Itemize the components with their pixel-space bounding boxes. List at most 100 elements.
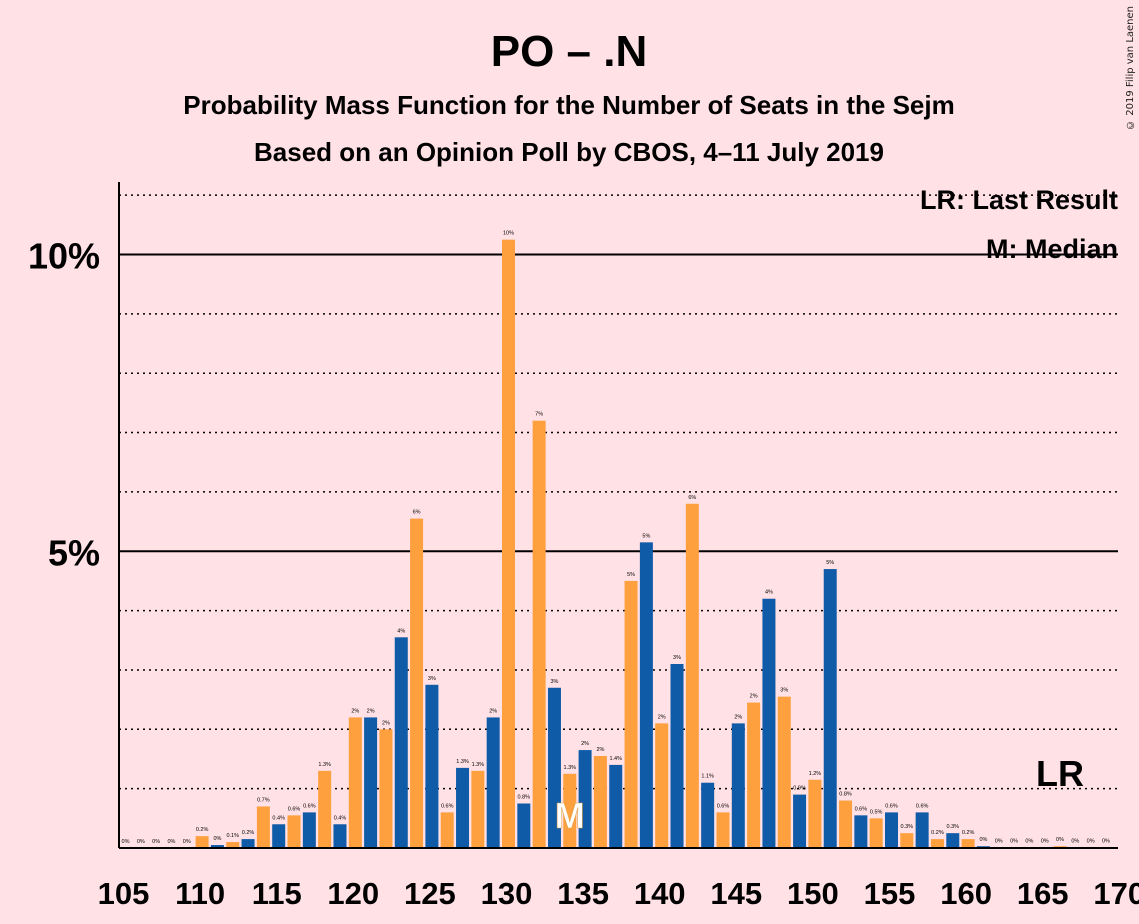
bar-seat-145 xyxy=(731,723,745,849)
bar-seat-117 xyxy=(302,812,316,848)
bar-label-seat-107: 0% xyxy=(152,839,160,845)
bar-label-seat-131: 0.8% xyxy=(518,794,531,800)
bar-label-seat-157: 0.6% xyxy=(916,803,929,809)
bar-seat-123 xyxy=(394,637,408,848)
bar-label-seat-108: 0% xyxy=(167,839,175,845)
bar-label-seat-135: 2% xyxy=(581,741,589,747)
bar-seat-148 xyxy=(777,696,791,848)
bar-label-seat-109: 0% xyxy=(183,839,191,845)
bar-label-seat-162: 0% xyxy=(995,838,1003,844)
bar-label-seat-149: 0.9% xyxy=(793,786,806,792)
bar-label-seat-138: 5% xyxy=(627,572,635,578)
bar-label-seat-152: 0.8% xyxy=(839,792,852,798)
x-tick-label: 130 xyxy=(481,876,533,911)
bar-label-seat-150: 1.2% xyxy=(809,771,822,777)
x-tick-label: 160 xyxy=(940,876,992,911)
bar-seat-127 xyxy=(456,767,470,848)
x-tick-labels: 105 110 115 120 125 130 135 140 145 150 155 160 165 1… xyxy=(98,876,1139,911)
bar-label-seat-126: 0.6% xyxy=(441,803,454,809)
bar-label-seat-160: 0.2% xyxy=(962,830,975,836)
bar-seat-160 xyxy=(961,839,975,848)
bar-seat-146 xyxy=(747,702,761,848)
y-tick-label: 10% xyxy=(28,236,100,277)
bar-seat-136 xyxy=(593,756,607,848)
bar-seat-124 xyxy=(410,518,424,848)
bar-labels: 0% 0% 0% 0% 0%0.2%0% 0.1% 0.2%0.7%0.4%0.6% 0.6%… xyxy=(122,231,1111,845)
bar-seat-149 xyxy=(793,794,807,848)
bar-label-seat-142: 6% xyxy=(688,495,696,501)
bar-label-seat-140: 2% xyxy=(658,714,666,720)
bar-label-seat-132: 7% xyxy=(535,412,543,418)
bar-label-seat-141: 3% xyxy=(673,655,681,661)
bar-label-seat-129: 2% xyxy=(489,708,497,714)
bar-label-seat-130: 10% xyxy=(503,231,514,237)
bar-label-seat-147: 4% xyxy=(765,590,773,596)
bars xyxy=(195,239,1113,849)
last-result-marker: LR xyxy=(1036,753,1084,794)
x-tick-label: 150 xyxy=(787,876,839,911)
bar-seat-118 xyxy=(318,770,332,849)
bar-seat-131 xyxy=(517,803,531,848)
bar-label-seat-158: 0.2% xyxy=(931,830,944,836)
bar-seat-134 xyxy=(563,773,577,848)
bar-label-seat-165: 0% xyxy=(1041,838,1049,844)
bar-label-seat-136: 2% xyxy=(596,747,604,753)
bar-label-seat-161: 0% xyxy=(979,837,987,843)
bar-label-seat-133: 3% xyxy=(550,679,558,685)
chart-title: PO – .N xyxy=(491,27,648,76)
bar-seat-111 xyxy=(210,845,224,848)
bar-label-seat-156: 0.3% xyxy=(901,824,914,830)
bar-seat-158 xyxy=(930,839,944,848)
x-tick-label: 170 xyxy=(1093,876,1139,911)
bar-label-seat-122: 2% xyxy=(382,720,390,726)
bar-label-seat-164: 0% xyxy=(1025,838,1033,844)
chart-subtitle-1: Probability Mass Function for the Number… xyxy=(183,90,954,120)
bar-label-seat-145: 2% xyxy=(734,714,742,720)
legend-last-result: LR: Last Result xyxy=(920,185,1118,215)
bar-seat-119 xyxy=(333,824,347,848)
bar-seat-126 xyxy=(440,812,454,848)
bar-seat-113 xyxy=(241,839,255,848)
y-tick-labels: 5% 10% xyxy=(28,236,100,574)
bar-label-seat-144: 0.6% xyxy=(717,803,730,809)
x-tick-label: 135 xyxy=(557,876,609,911)
x-tick-label: 125 xyxy=(404,876,456,911)
bar-seat-132 xyxy=(532,420,546,848)
bar-seat-133 xyxy=(547,687,561,848)
bar-seat-151 xyxy=(823,569,837,848)
bar-label-seat-154: 0.5% xyxy=(870,809,883,815)
bar-label-seat-169: 0% xyxy=(1102,838,1110,844)
bar-label-seat-110: 0.2% xyxy=(196,827,209,833)
bar-label-seat-115: 0.4% xyxy=(272,815,285,821)
bar-seat-154 xyxy=(869,818,883,849)
bar-seat-125 xyxy=(425,684,439,848)
bar-seat-147 xyxy=(762,598,776,848)
bar-label-seat-105: 0% xyxy=(122,839,130,845)
bar-label-seat-119: 0.4% xyxy=(334,815,347,821)
bar-seat-129 xyxy=(486,717,500,848)
bar-seat-130 xyxy=(502,239,515,848)
bar-seat-140 xyxy=(655,723,669,849)
x-tick-label: 155 xyxy=(864,876,916,911)
bar-label-seat-120: 2% xyxy=(351,708,359,714)
bar-label-seat-121: 2% xyxy=(367,708,375,714)
bar-label-seat-153: 0.6% xyxy=(855,806,868,812)
bar-label-seat-151: 5% xyxy=(826,560,834,566)
median-marker: M xyxy=(555,795,585,836)
y-tick-label: 5% xyxy=(48,532,100,573)
bar-seat-121 xyxy=(364,717,378,848)
bar-seat-110 xyxy=(195,836,209,848)
bar-seat-138 xyxy=(624,580,638,848)
bar-label-seat-127: 1.3% xyxy=(456,759,469,765)
bar-seat-135 xyxy=(578,750,592,848)
bar-label-seat-112: 0.1% xyxy=(226,833,239,839)
bar-label-seat-123: 4% xyxy=(397,628,405,634)
bar-label-seat-137: 1.4% xyxy=(609,756,622,762)
bar-seat-139 xyxy=(639,542,653,848)
grid-lines xyxy=(119,194,1118,790)
bar-seat-155 xyxy=(885,812,898,848)
bar-seat-141 xyxy=(670,664,684,848)
bar-label-seat-116: 0.6% xyxy=(288,806,301,812)
bar-label-seat-166: 0% xyxy=(1056,837,1064,843)
